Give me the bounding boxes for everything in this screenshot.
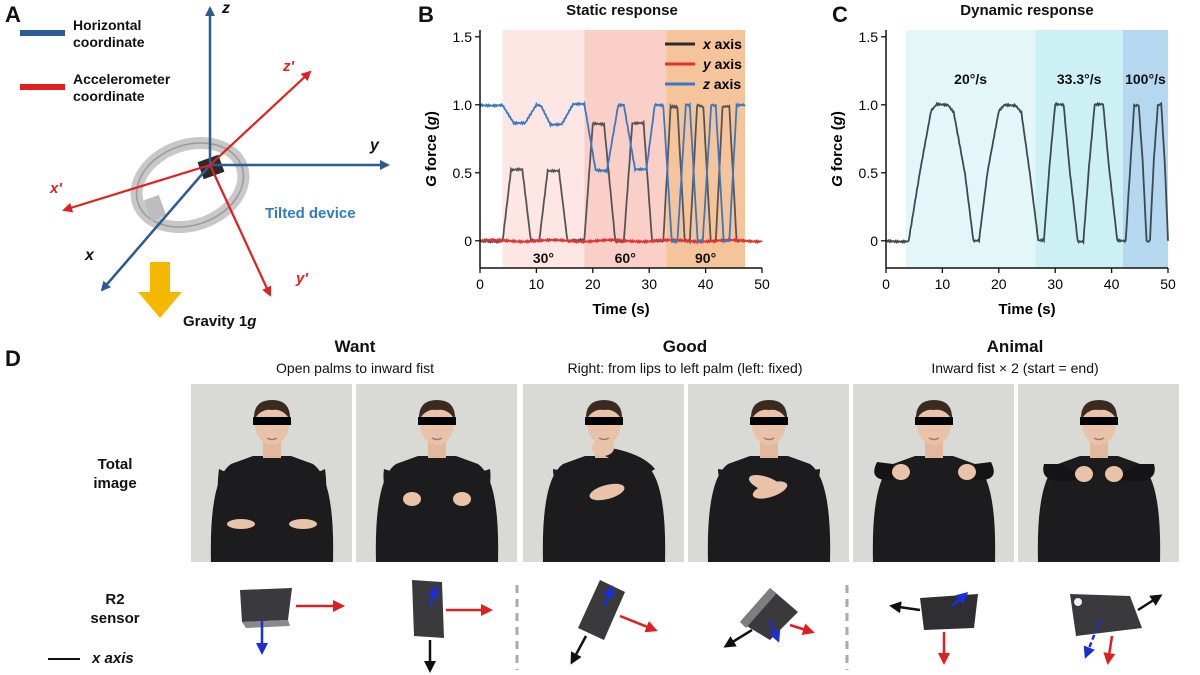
- axis-z-prime-line: [209, 70, 312, 166]
- chart-b-ytick-label-3: 1.5: [453, 29, 473, 45]
- chart-b-ylabel: G force (g): [423, 111, 440, 187]
- chart-c-dynamic-response: 20°/s 33.3°/s 100°/s 0 10 20 30 40 50 0 0.5 1.0 1.5 T…: [829, 29, 1176, 318]
- photo-animal-end: [1018, 384, 1179, 562]
- chart-b-title: Static response: [566, 2, 678, 19]
- photo-good-start: [523, 384, 684, 562]
- axis-x-label: x: [85, 247, 94, 264]
- axis-y-prime-label: y': [296, 270, 308, 287]
- panel-letter-d: D: [5, 346, 21, 371]
- axis-z-prime-label: z': [283, 58, 295, 75]
- gesture-title-good: Good: [662, 337, 708, 356]
- sensor-animal-end: [1070, 594, 1163, 665]
- row-label-total-image: Total image: [93, 456, 137, 492]
- photo-good-end: [688, 384, 849, 562]
- sensor-good-end: [723, 588, 815, 648]
- chart-b-legend-label-2: z axis: [702, 76, 741, 92]
- gravity-label: Gravity 1g: [183, 313, 257, 330]
- chart-b-xtick-label-2: 20: [585, 276, 601, 292]
- x-axis-legend: x axis: [48, 650, 158, 667]
- chart-c-region-label-0: 20°/s: [954, 71, 987, 87]
- axis-x-prime-label: x': [50, 180, 62, 197]
- legend-accel-label: Accelerometer coordinate: [73, 71, 171, 104]
- gesture-title-want: Want: [334, 337, 376, 356]
- chart-c-xtick-label-5: 50: [1160, 276, 1176, 292]
- chart-c-series-0: [885, 101, 1169, 245]
- gesture-desc-good: Right: from lips to left palm (left: fix…: [567, 360, 803, 376]
- gesture-title-animal: Animal: [986, 337, 1044, 356]
- chart-c-xtick-label-0: 0: [882, 276, 890, 292]
- chart-b-region-label-0: 30°: [533, 250, 554, 266]
- chart-b-xtick-label-1: 10: [529, 276, 545, 292]
- chart-c-region-0: [905, 30, 1036, 268]
- chart-b-xtick-label-4: 40: [698, 276, 714, 292]
- chart-c-region-1: [1035, 30, 1123, 268]
- panel-a-diagram: [20, 6, 390, 318]
- chart-b-static-response: 30° 60° 90° 0 10 20 30 40 50 0 0.5 1.0 1.5 Time (s) G …: [423, 29, 770, 318]
- chart-b-ytick-label-1: 0.5: [453, 165, 473, 181]
- chart-c-ytick-label-3: 1.5: [859, 29, 879, 45]
- sensor-want-end: [412, 580, 493, 673]
- gesture-desc-want: Open palms to inward fist: [276, 360, 434, 376]
- axis-x-prime-line: [62, 163, 211, 213]
- chart-b-legend-label-0: x axis: [702, 36, 742, 52]
- gravity-arrow-icon: [138, 262, 182, 318]
- chart-c-xtick-label-4: 40: [1104, 276, 1120, 292]
- x-axis-legend-swatch: [48, 658, 80, 661]
- gesture-desc-animal: Inward fist × 2 (start = end): [931, 360, 1099, 376]
- chart-b-region-label-2: 90°: [695, 250, 716, 266]
- chart-b-ytick-label-0: 0: [464, 233, 472, 249]
- chart-b-xlabel: Time (s): [592, 301, 649, 318]
- axis-y-prime-line: [209, 164, 272, 297]
- chart-c-xlabel: Time (s): [998, 301, 1055, 318]
- chart-b-series-0: [479, 102, 741, 245]
- chart-c-xtick-label-1: 10: [935, 276, 951, 292]
- chart-b-ytick-label-2: 1.0: [453, 97, 473, 113]
- chart-c-ytick-label-1: 0.5: [859, 165, 879, 181]
- sensor-animal-start: [889, 592, 978, 665]
- chart-b-series-2: [479, 100, 746, 246]
- chart-b-xtick-label-5: 50: [754, 276, 770, 292]
- chart-c-region-label-2: 100°/s: [1125, 71, 1166, 87]
- axis-y-label: y: [370, 137, 379, 154]
- chart-c-ytick-label-0: 0: [870, 233, 878, 249]
- legend-horizontal-label: Horizontal coordinate: [73, 17, 145, 50]
- sensor-orientation-row: [240, 580, 1163, 673]
- sensor-want-start: [240, 588, 345, 655]
- chart-b-region-label-1: 60°: [615, 250, 636, 266]
- chart-c-xtick-label-3: 30: [1047, 276, 1063, 292]
- axis-x-line: [100, 164, 211, 292]
- chart-b-region-0: [502, 30, 585, 268]
- chart-b-legend-label-1: y axis: [702, 56, 742, 72]
- chart-c-region-label-1: 33.3°/s: [1057, 71, 1102, 87]
- chart-b-xtick-label-3: 30: [641, 276, 657, 292]
- chart-c-ytick-label-2: 1.0: [859, 97, 879, 113]
- chart-c-ylabel: G force (g): [829, 111, 846, 187]
- photo-want-end: [356, 384, 517, 562]
- panel-letter-b: B: [418, 2, 434, 27]
- photo-animal-start: [853, 384, 1014, 562]
- row-label-r2-sensor: R2 sensor: [90, 591, 140, 627]
- chart-c-title: Dynamic response: [960, 2, 1094, 19]
- chart-b-series-1: [479, 237, 763, 245]
- panel-letter-c: C: [832, 2, 848, 27]
- tilted-device-label: Tilted device: [265, 205, 356, 222]
- sensor-good-start: [570, 580, 658, 665]
- chart-b-xtick-label-0: 0: [476, 276, 484, 292]
- photo-want-start: [191, 384, 352, 562]
- axis-z-label: z: [222, 0, 230, 17]
- panel-letter-a: A: [5, 2, 21, 27]
- chart-c-xtick-label-2: 20: [991, 276, 1007, 292]
